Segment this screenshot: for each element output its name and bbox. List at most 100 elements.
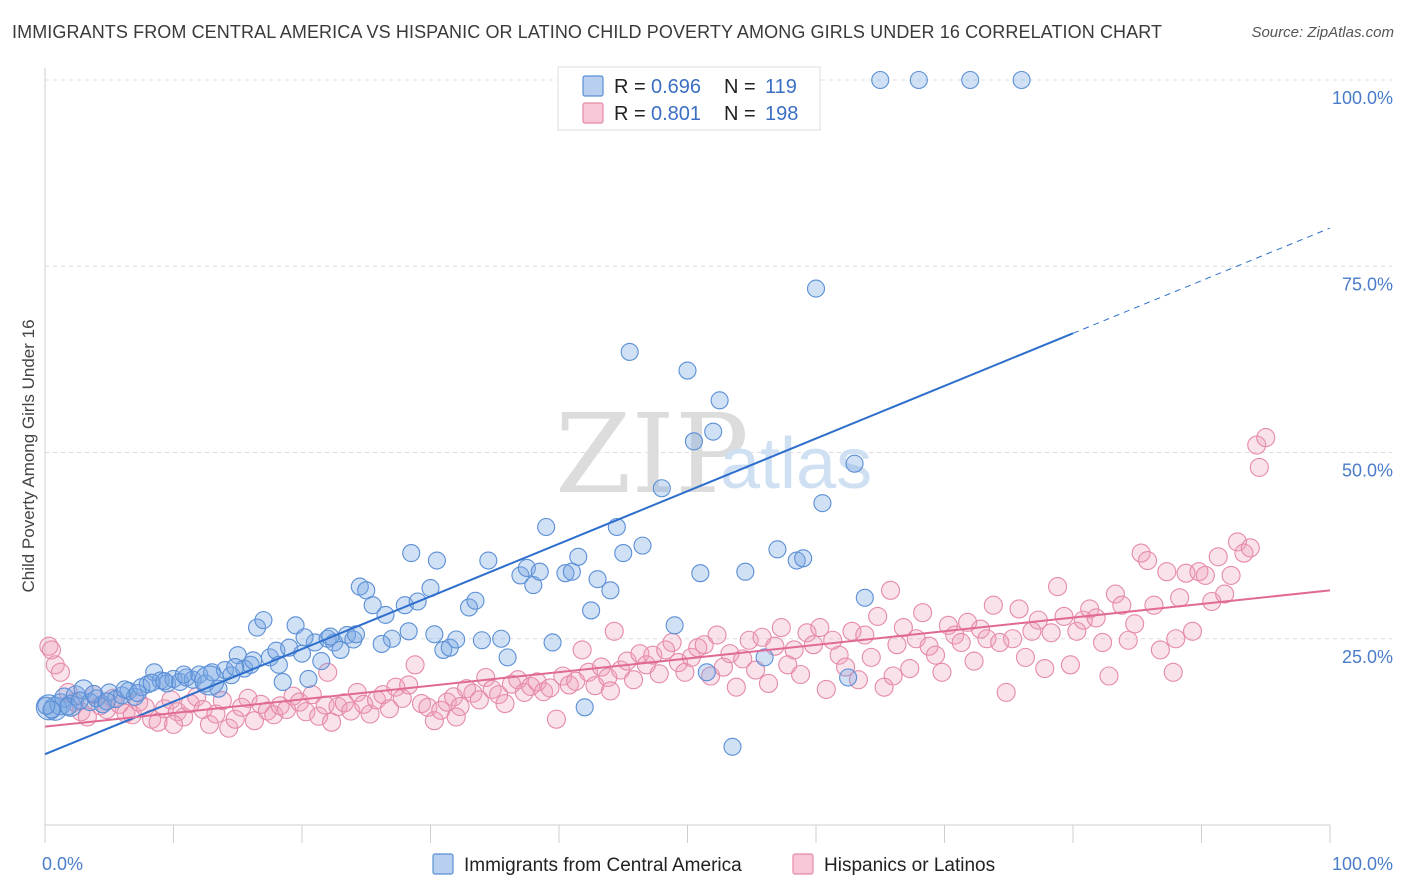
bottom-legend-blue-swatch	[432, 853, 454, 875]
blue-point-33	[247, 618, 267, 637]
pink-point-81	[559, 675, 579, 695]
blue-point-80	[601, 581, 620, 600]
blue-point-102	[871, 70, 890, 90]
blue-point-64	[472, 631, 491, 650]
blue-point-116	[155, 672, 174, 691]
blue-point-87	[678, 361, 697, 380]
pink-point-192	[318, 662, 338, 682]
blue-point-89	[691, 564, 710, 583]
pink-point-34	[257, 701, 277, 721]
blue-point-95	[755, 648, 774, 667]
pink-point-2	[50, 662, 70, 682]
blue-point-61	[447, 630, 466, 649]
blue-point-43	[312, 652, 331, 671]
pink-point-139	[932, 662, 952, 682]
blue-point-41	[299, 669, 318, 689]
legend-r-label-pink: R =	[614, 103, 646, 125]
pink-point-117	[791, 664, 811, 685]
trend-lines	[44, 227, 1331, 756]
legend-blue-swatch	[582, 75, 604, 97]
blue-point-91	[704, 422, 723, 441]
blue-point-109	[59, 697, 78, 716]
pink-point-56	[399, 675, 419, 695]
legend-pink-swatch	[582, 102, 604, 124]
pink-point-95	[649, 664, 669, 684]
pink-point-159	[1060, 655, 1080, 675]
pink-point-167	[1112, 595, 1132, 615]
blue-point-88	[684, 432, 703, 451]
pink-point-57	[405, 655, 425, 675]
pink-point-144	[964, 651, 984, 671]
axes	[44, 68, 1331, 843]
pink-point-175	[1163, 662, 1183, 682]
blue-point-50	[357, 581, 376, 600]
pink-point-176	[1170, 588, 1190, 608]
pink-point-0	[39, 636, 59, 656]
y-tick-labels: 25.0% 50.0% 75.0% 100.0%	[1332, 88, 1393, 667]
pink-point-50	[360, 704, 380, 724]
legend-n-label-blue: N =	[724, 76, 756, 98]
blue-point-67	[498, 648, 517, 667]
pink-point-136	[913, 603, 933, 623]
blue-point-92	[710, 391, 729, 410]
blue-point-126	[399, 622, 418, 641]
pink-point-123	[829, 645, 849, 665]
pink-point-156	[1041, 623, 1061, 643]
blue-point-72	[537, 517, 556, 537]
blue-point-66	[492, 629, 511, 648]
pink-point-189	[1249, 457, 1269, 477]
pink-point-183	[1215, 584, 1235, 604]
pink-point-67	[469, 690, 489, 710]
pink-point-78	[540, 678, 560, 698]
legend-r-label-blue: R =	[614, 76, 646, 98]
pink-point-45	[328, 696, 348, 717]
pink-point-64	[450, 696, 470, 717]
pink-point-151	[1009, 599, 1029, 619]
blue-point-74	[556, 564, 575, 583]
pink-point-158	[1054, 606, 1074, 626]
chart-source: Source: ZipAtlas.com	[1251, 24, 1394, 41]
pink-point-146	[977, 629, 997, 649]
legend-r-value-blue: 0.696	[651, 76, 701, 98]
blue-point-106	[839, 668, 858, 687]
blue-trend-extension	[1072, 227, 1331, 334]
y-tick-label-2: 75.0%	[1342, 274, 1393, 294]
pink-point-195	[1166, 629, 1186, 649]
pink-point-180	[1195, 565, 1215, 585]
blue-point-104	[961, 70, 980, 90]
pink-point-163	[1086, 608, 1106, 628]
blue-point-125	[372, 634, 391, 654]
blue-trend-line	[44, 332, 1074, 756]
blue-point-90	[697, 663, 716, 682]
pink-point-184	[1221, 565, 1241, 585]
blue-point-82	[614, 544, 633, 563]
legend-n-value-blue: 119	[765, 76, 797, 98]
pink-point-168	[1118, 630, 1138, 650]
pink-point-172	[1144, 595, 1164, 615]
pink-point-40	[296, 702, 316, 722]
pink-point-178	[1182, 621, 1203, 641]
pink-point-29	[225, 709, 245, 729]
pink-point-77	[534, 682, 554, 702]
pink-point-83	[572, 640, 592, 660]
pink-point-191	[41, 640, 61, 660]
x-tick-labels: 0.0% 100.0%	[42, 854, 1393, 874]
blue-point-53	[382, 629, 402, 648]
blue-point-127	[425, 625, 444, 644]
pink-point-27	[212, 691, 232, 711]
x-tick-label-0: 0.0%	[42, 854, 83, 874]
pink-point-150	[1003, 629, 1023, 649]
pink-point-170	[1131, 543, 1151, 563]
pink-point-182	[1208, 547, 1228, 567]
pink-point-171	[1137, 550, 1158, 571]
blue-point-37	[273, 672, 292, 692]
blue-point-85	[652, 479, 671, 498]
legend-n-label-pink: N =	[724, 103, 756, 125]
pink-point-190	[1256, 428, 1276, 448]
blue-point-84	[633, 536, 652, 555]
pink-point-186	[1234, 543, 1254, 563]
pink-point-131	[880, 580, 901, 600]
pink-point-120	[810, 618, 830, 638]
blue-point-105	[1012, 70, 1031, 90]
